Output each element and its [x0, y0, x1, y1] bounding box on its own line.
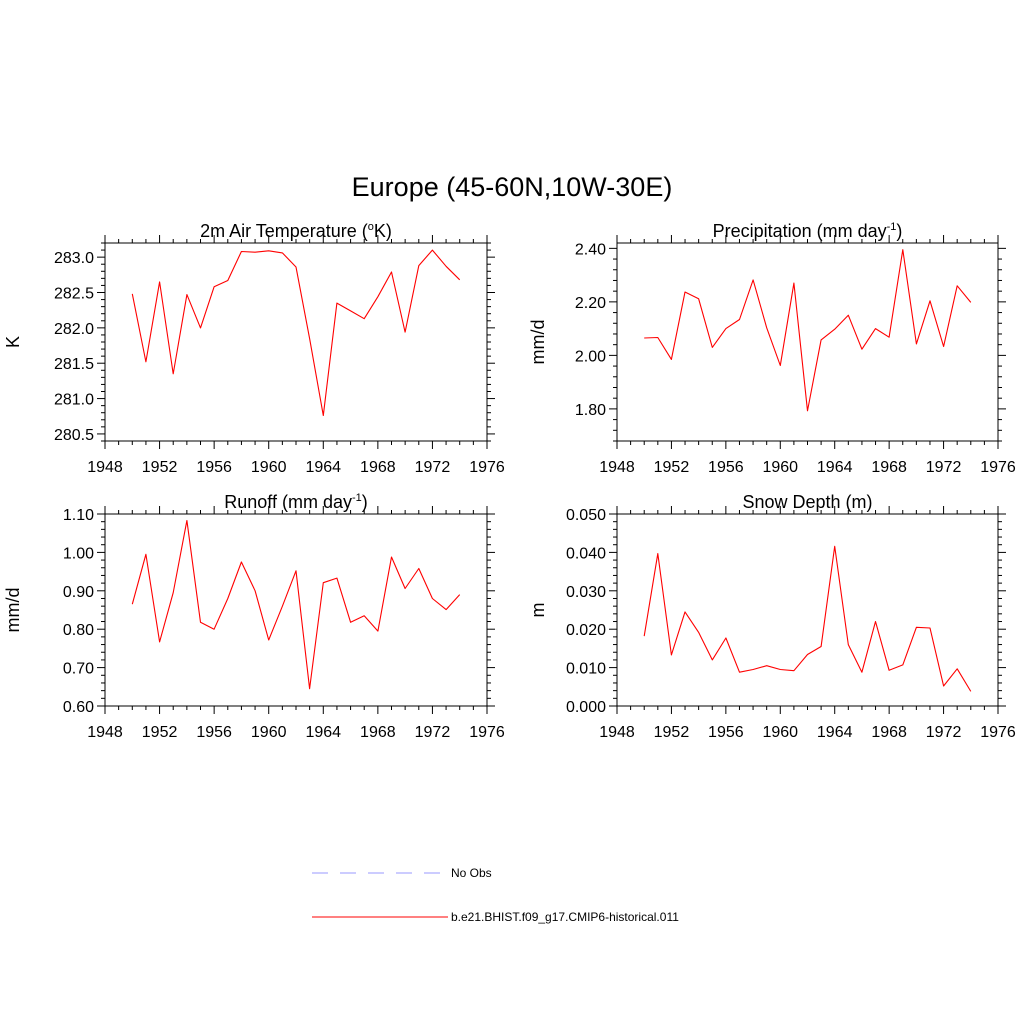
panel-title-superscript: o — [368, 221, 374, 233]
panel-title-text-end: ) — [896, 221, 902, 241]
y-tick-label: 283.0 — [54, 250, 94, 267]
y-tick-label: 1.10 — [63, 507, 94, 524]
legend-label-model: b.e21.BHIST.f09_g17.CMIP6-historical.011 — [451, 910, 679, 924]
x-tick-label: 1948 — [87, 724, 123, 741]
y-tick-label: 0.030 — [566, 584, 606, 601]
x-tick-label: 1976 — [469, 459, 505, 476]
x-tick-label: 1952 — [142, 459, 178, 476]
x-tick-label: 1972 — [415, 724, 451, 741]
panel-title-superscript: -1 — [887, 221, 897, 233]
x-tick-label: 1976 — [469, 724, 505, 741]
y-tick-label: 0.020 — [566, 622, 606, 639]
panels: 2m Air Temperature (oK)1948 1952 1956 1960 1… — [3, 221, 1016, 741]
y-tick-label: 282.0 — [54, 321, 94, 338]
y-axis-label: mm/d — [3, 588, 23, 633]
x-tick-label: 1964 — [305, 724, 341, 741]
panel-title: Runoff (mm day-1) — [224, 492, 368, 512]
x-tick-label: 1972 — [926, 459, 962, 476]
y-tick-label: 281.0 — [54, 392, 94, 409]
series-line-1 — [131, 249, 461, 417]
y-tick-label: 2.20 — [575, 295, 606, 312]
y-axis-label: m — [528, 603, 548, 618]
y-tick-label: 2.00 — [575, 348, 606, 365]
panel-title-text: Precipitation (mm day — [713, 221, 887, 241]
panel-title-text: Runoff (mm day — [224, 492, 352, 512]
x-tick-label: 1956 — [196, 724, 232, 741]
x-tick-label: 1960 — [251, 724, 287, 741]
x-tick-label: 1960 — [762, 724, 798, 741]
x-tick-label: 1956 — [708, 459, 744, 476]
panel-title-text-end: K) — [374, 221, 392, 241]
chart-panel-3: Runoff (mm day-1) 1948 1952 1956 1960 1964 196… — [3, 492, 505, 741]
x-tick-label: 1968 — [360, 459, 396, 476]
chart-panel-1: 2m Air Temperature (oK) 1948 1952 1956 1960 1… — [3, 221, 505, 476]
y-tick-label: 0.010 — [566, 661, 606, 678]
y-tick-label: 280.5 — [54, 427, 94, 444]
y-axis-label: K — [3, 336, 23, 348]
plot-frame — [104, 242, 488, 442]
x-tick-label: 1956 — [196, 459, 232, 476]
plot-frame — [104, 513, 488, 707]
y-tick-label: 1.80 — [575, 402, 606, 419]
x-tick-label: 1952 — [654, 724, 690, 741]
panel-title: 2m Air Temperature (oK) — [200, 221, 392, 241]
x-tick-label: 1968 — [871, 459, 907, 476]
x-tick-label: 1976 — [980, 459, 1016, 476]
x-tick-label: 1952 — [654, 459, 690, 476]
x-tick-label: 1972 — [926, 724, 962, 741]
x-tick-label: 1948 — [87, 459, 123, 476]
x-tick-label: 1968 — [360, 724, 396, 741]
x-tick-label: 1964 — [817, 724, 853, 741]
legend: No Obs b.e21.BHIST.f09_g17.CMIP6-histori… — [312, 866, 679, 924]
x-tick-label: 1948 — [599, 724, 635, 741]
y-tick-label: 0.90 — [63, 584, 94, 601]
y-tick-label: 0.70 — [63, 661, 94, 678]
panel-title-superscript: -1 — [352, 492, 362, 504]
y-tick-label: 1.00 — [63, 545, 94, 562]
panel-title: Snow Depth (m) — [742, 492, 872, 512]
x-tick-label: 1964 — [817, 459, 853, 476]
y-axis-label: mm/d — [528, 320, 548, 365]
y-tick-label: 0.050 — [566, 507, 606, 524]
series-line-1 — [131, 519, 461, 690]
plot-frame — [616, 513, 999, 707]
x-tick-label: 1960 — [251, 459, 287, 476]
x-tick-label: 1960 — [762, 459, 798, 476]
x-tick-label: 1956 — [708, 724, 744, 741]
y-tick-label: 2.40 — [575, 241, 606, 258]
y-tick-label: 281.5 — [54, 356, 94, 373]
legend-label-no-obs: No Obs — [451, 866, 492, 880]
chart-panel-2: Precipitation (mm day-1) 1948 1952 1956 1960… — [528, 221, 1016, 476]
chart-panel-4: Snow Depth (m) 1948 1952 1956 1960 1964 1968 19… — [528, 492, 1016, 741]
x-tick-label: 1968 — [871, 724, 907, 741]
x-tick-label: 1976 — [980, 724, 1016, 741]
y-tick-label: 282.5 — [54, 286, 94, 303]
panel-title: Precipitation (mm day-1) — [713, 221, 903, 241]
x-tick-label: 1964 — [305, 459, 341, 476]
panel-title-text: Snow Depth (m) — [742, 492, 872, 512]
x-tick-label: 1972 — [415, 459, 451, 476]
x-tick-label: 1948 — [599, 459, 635, 476]
series-line-1 — [644, 249, 972, 412]
panel-title-text: 2m Air Temperature ( — [200, 221, 368, 241]
x-tick-label: 1952 — [142, 724, 178, 741]
series-line-1 — [643, 545, 972, 692]
panel-title-text-end: ) — [362, 492, 368, 512]
y-tick-label: 0.040 — [566, 545, 606, 562]
y-tick-label: 0.60 — [63, 699, 94, 716]
y-tick-label: 0.000 — [566, 699, 606, 716]
y-tick-label: 0.80 — [63, 622, 94, 639]
figure-title: Europe (45-60N,10W-30E) — [352, 172, 673, 202]
